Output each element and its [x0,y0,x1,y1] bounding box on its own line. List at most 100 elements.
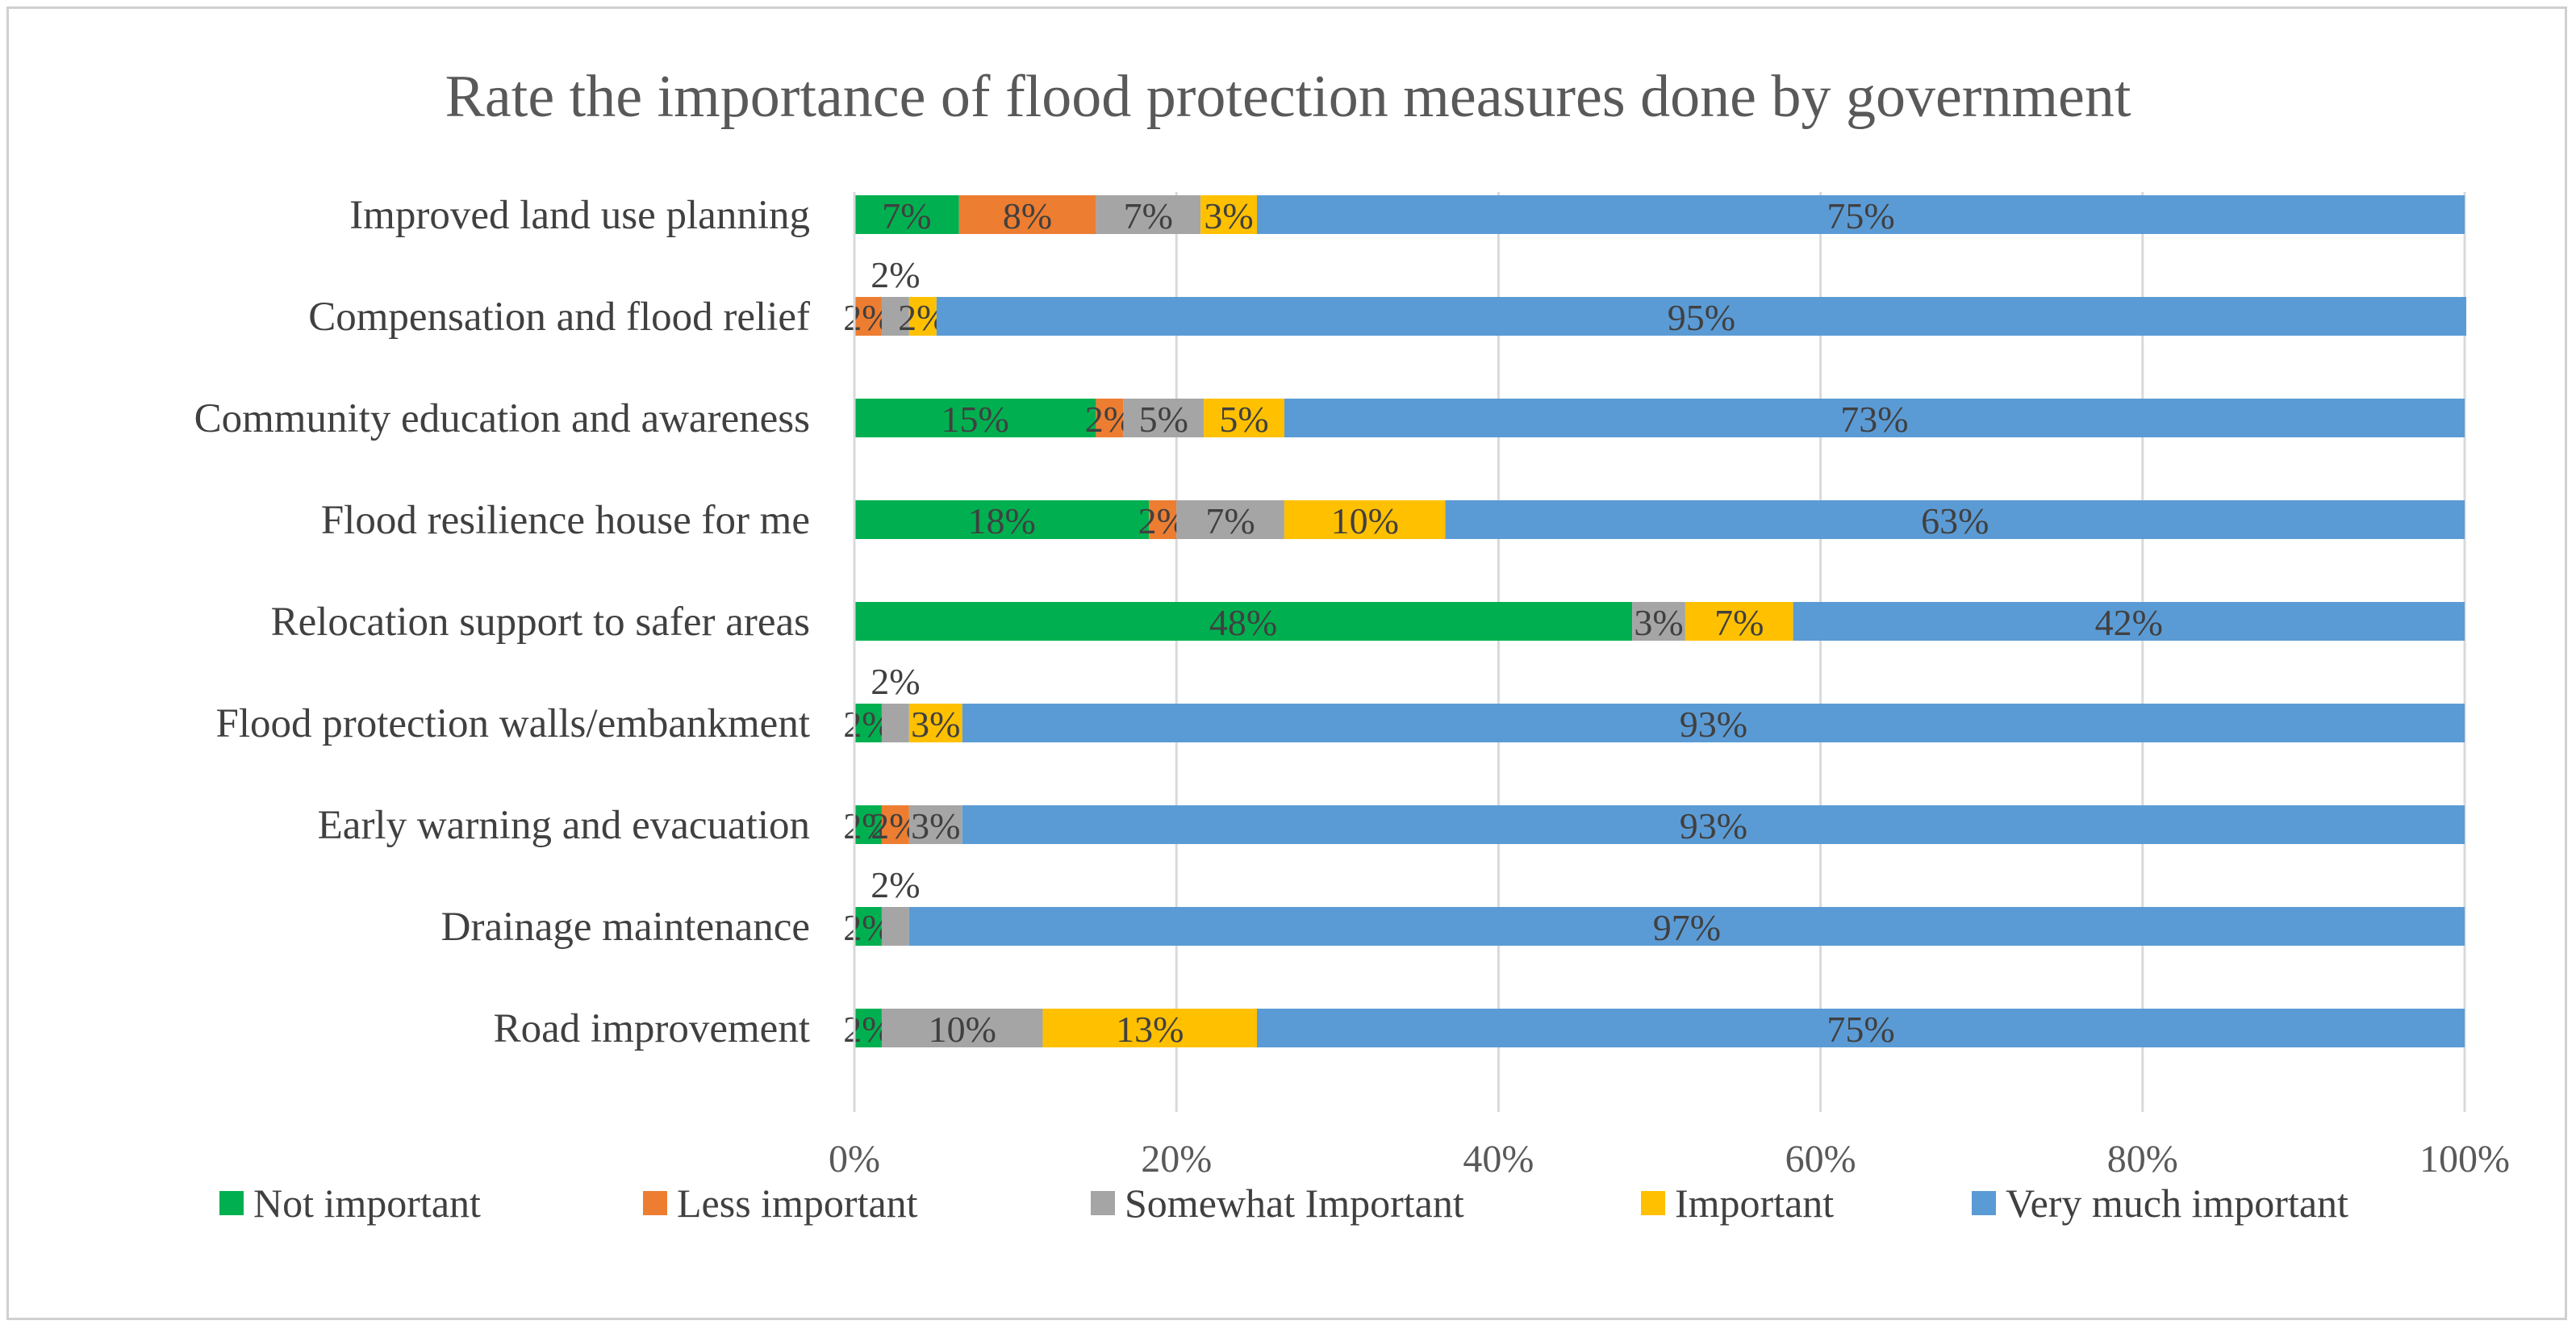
data-label: 7% [1205,500,1255,541]
legend-swatch [1641,1191,1665,1215]
legend-swatch [643,1191,667,1215]
bar-segment [1793,602,2465,641]
category-label: Community education and awareness [194,396,810,441]
bar-segment [1632,602,1685,641]
legend-label: Somewhat Important [1125,1181,1464,1226]
bar-segment [881,805,909,844]
bar-segment [881,907,909,946]
bar-segment [936,297,2466,336]
x-tick-label: 60% [1785,1138,1856,1181]
legend-item: Not important [219,1180,481,1227]
bar-segment [1685,602,1793,641]
data-label: 63% [1921,500,1989,541]
data-label: 10% [1331,500,1399,541]
category-label: Early warning and evacuation [318,803,810,848]
data-label: 93% [1680,805,1747,846]
bar-segment [1257,195,2465,234]
data-label: 42% [2095,602,2163,643]
data-label: 2% [870,864,920,905]
data-label: 73% [1840,399,1908,440]
bar-segment [908,805,962,844]
bar-segment [1123,399,1204,437]
legend-swatch [1972,1191,1996,1215]
legend-item: Somewhat Important [1091,1180,1464,1227]
legend-label: Important [1675,1181,1835,1226]
data-label: 3% [1634,602,1683,643]
bar-segment [854,907,882,946]
bar-segment [1200,195,1257,234]
bar-segment [1204,399,1284,437]
legend-label: Not important [253,1181,481,1226]
x-tick-label: 20% [1141,1138,1212,1181]
legend-label: Very much important [2006,1181,2348,1226]
category-label: Flood protection walls/embankment [215,701,810,746]
data-label: 3% [911,805,960,846]
bar-segment [1257,1009,2465,1047]
x-tick-label: 0% [829,1138,880,1181]
category-label: Relocation support to safer areas [271,600,810,645]
data-label: 95% [1668,297,1735,338]
bar-segment [854,399,1096,437]
x-tick-label: 100% [2419,1138,2510,1181]
category-label: Flood resilience house for me [321,498,810,543]
data-label: 2% [870,254,920,295]
bar-segment [881,297,909,336]
bar-segment [854,195,959,234]
data-label: 7% [1714,602,1764,643]
bar-segment [962,704,2465,742]
data-label: 97% [1653,907,1721,948]
x-tick-label: 40% [1463,1138,1534,1181]
bar-segment [908,907,2465,946]
data-label: 15% [941,399,1009,440]
bar-segment [958,195,1096,234]
data-label: 2% [870,661,920,702]
data-label: 13% [1116,1009,1184,1050]
bar-segment [1096,195,1201,234]
bar-segment [962,805,2465,844]
data-label: 7% [882,195,931,236]
data-label: 48% [1209,602,1277,643]
bar-segment [854,1009,882,1047]
data-label: 75% [1827,195,1894,236]
legend-swatch [219,1191,244,1215]
legend-item: Important [1641,1180,1834,1227]
category-label: Compensation and flood relief [308,295,810,340]
legend-item: Very much important [1972,1180,2348,1227]
legend-swatch [1091,1191,1115,1215]
bar-segment [854,805,882,844]
bar-segment [1096,399,1124,437]
data-label: 5% [1139,399,1188,440]
legend-label: Less important [677,1181,918,1226]
data-label: 5% [1219,399,1268,440]
legend-item: Less important [643,1180,918,1227]
data-label: 93% [1680,704,1747,745]
chart-title: Rate the importance of flood protection … [445,64,2131,130]
data-label: 3% [911,704,960,745]
data-label: 18% [967,500,1035,541]
bar-segment [881,704,909,742]
data-label: 7% [1124,195,1173,236]
bar-segment [1445,500,2465,539]
bar-segment [1284,399,2465,437]
bar-segment [881,1009,1043,1047]
data-label: 3% [1204,195,1253,236]
category-label: Road improvement [494,1006,810,1051]
bar-segment [908,297,937,336]
bar-segment [1149,500,1177,539]
data-label: 10% [929,1009,996,1050]
data-label: 8% [1003,195,1052,236]
category-label: Drainage maintenance [441,905,810,950]
bar-segment [854,704,882,742]
bar-segment [908,704,962,742]
x-tick-label: 80% [2107,1138,2178,1181]
bar-segment [854,297,882,336]
bar-segment [1284,500,1446,539]
category-label: Improved land use planning [349,193,810,238]
bar-segment [854,500,1150,539]
bar-segment [1042,1009,1257,1047]
data-label: 75% [1827,1009,1894,1050]
chart-legend: Not important Less important Somewhat Impo… [0,1180,2576,1236]
bar-segment [1176,500,1284,539]
bar-segment [854,602,1633,641]
